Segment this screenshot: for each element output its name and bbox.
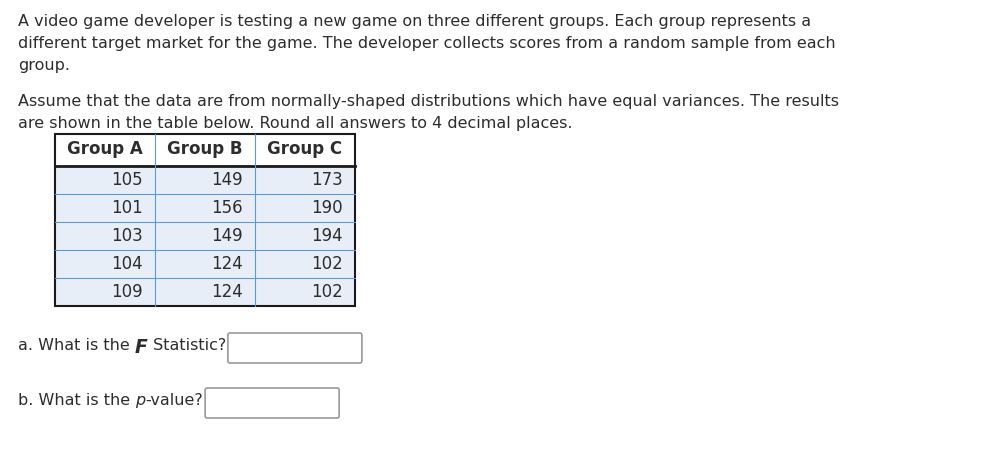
Text: -value?: -value? — [145, 393, 203, 408]
FancyBboxPatch shape — [205, 388, 339, 418]
Text: 124: 124 — [211, 255, 243, 273]
Text: A video game developer is testing a new game on three different groups. Each gro: A video game developer is testing a new … — [18, 14, 810, 29]
Text: 194: 194 — [311, 227, 343, 245]
Text: 101: 101 — [111, 199, 142, 217]
Text: 173: 173 — [311, 171, 343, 189]
Text: p: p — [135, 393, 145, 408]
Text: 104: 104 — [111, 255, 142, 273]
Bar — [55, 194, 355, 222]
Bar — [55, 134, 355, 166]
Text: Group B: Group B — [168, 140, 243, 158]
Text: 156: 156 — [212, 199, 243, 217]
Text: Statistic?: Statistic? — [147, 338, 226, 353]
Bar — [55, 134, 355, 306]
Text: group.: group. — [18, 58, 70, 73]
Text: Group C: Group C — [267, 140, 342, 158]
Text: are shown in the table below. Round all answers to 4 decimal places.: are shown in the table below. Round all … — [18, 116, 572, 131]
FancyBboxPatch shape — [228, 333, 361, 363]
Text: 105: 105 — [111, 171, 142, 189]
Text: 102: 102 — [311, 283, 343, 301]
Text: Group A: Group A — [67, 140, 142, 158]
Text: 190: 190 — [311, 199, 343, 217]
Bar — [55, 222, 355, 250]
Text: 109: 109 — [111, 283, 142, 301]
Text: 124: 124 — [211, 283, 243, 301]
Bar — [55, 278, 355, 306]
Text: Assume that the data are from normally-shaped distributions which have equal var: Assume that the data are from normally-s… — [18, 94, 839, 109]
Bar — [55, 166, 355, 194]
Text: 102: 102 — [311, 255, 343, 273]
Text: 149: 149 — [212, 227, 243, 245]
Text: b. What is the: b. What is the — [18, 393, 135, 408]
Text: a. What is the: a. What is the — [18, 338, 134, 353]
Text: 149: 149 — [212, 171, 243, 189]
Text: 103: 103 — [111, 227, 142, 245]
Bar — [55, 250, 355, 278]
Text: F: F — [134, 338, 147, 357]
Text: different target market for the game. The developer collects scores from a rando: different target market for the game. Th… — [18, 36, 834, 51]
